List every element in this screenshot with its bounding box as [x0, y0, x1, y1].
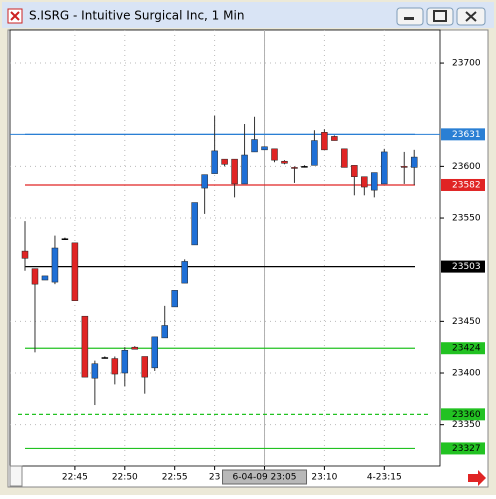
candle-body — [51, 247, 59, 283]
candle-body — [351, 165, 358, 177]
candle-body — [301, 166, 308, 168]
candle-body — [321, 132, 328, 151]
price-label-bg — [441, 342, 485, 355]
crosshair-label-bg — [222, 469, 308, 485]
candle-body — [231, 158, 238, 185]
y-tick-label: 23400 — [452, 369, 481, 379]
candle-body — [241, 154, 248, 185]
scroll-arrow[interactable] — [468, 470, 486, 486]
y-tick-label: 23700 — [452, 59, 481, 69]
candle-body — [111, 358, 119, 375]
candle-body — [271, 148, 278, 161]
candle-body — [131, 346, 139, 350]
candle-body — [61, 238, 69, 240]
candle-body — [341, 148, 348, 168]
candle-body — [281, 160, 288, 164]
candle-body — [291, 167, 298, 169]
candle-body — [191, 202, 198, 246]
candle-body — [71, 242, 79, 301]
candle-body — [251, 139, 258, 153]
x-tick-label: 23 — [209, 473, 220, 483]
x-tick-label: 4-23:15 — [367, 473, 402, 483]
candle-body — [91, 363, 99, 379]
price-label-bg — [441, 408, 485, 421]
candle-body — [101, 357, 109, 359]
price-label-bg — [441, 442, 485, 455]
app-icon-glyph — [10, 11, 20, 21]
candle-body — [381, 151, 388, 185]
price-label: 23327 — [452, 444, 481, 454]
candle-body — [261, 146, 268, 151]
candle-body — [371, 172, 378, 191]
candle-body — [121, 350, 129, 374]
x-tick-label: 23:10 — [311, 473, 337, 483]
candle-body — [41, 275, 49, 281]
y-tick-label: 23550 — [452, 214, 481, 224]
candle-body — [311, 140, 318, 166]
price-label-bg — [441, 128, 485, 141]
close-glyph — [465, 11, 477, 22]
window-title: S.ISRG - Intuitive Surgical Inc, 1 Min — [29, 9, 244, 23]
minimize-button[interactable] — [396, 7, 424, 26]
price-label: 23424 — [452, 344, 481, 354]
x-tick-label: 22:50 — [112, 473, 138, 483]
candle-body — [171, 290, 178, 308]
candle-body — [21, 250, 29, 259]
candle-body — [31, 268, 39, 285]
candle-body — [361, 176, 368, 188]
maximize-glyph — [433, 10, 447, 22]
price-label: 23582 — [452, 180, 481, 190]
corner-box[interactable] — [9, 465, 23, 487]
candle-body — [161, 325, 168, 339]
y-tick-label: 23350 — [452, 420, 481, 430]
candle-body — [211, 150, 218, 174]
x-tick-label: 22:55 — [162, 473, 188, 483]
candle-body — [400, 166, 408, 168]
candle-body — [201, 174, 208, 189]
minimize-glyph — [404, 17, 414, 20]
candle-body — [81, 315, 89, 378]
price-label-bg — [441, 178, 485, 191]
price-label: 23631 — [452, 130, 481, 140]
candle-body — [221, 158, 228, 165]
price-label-bg — [441, 260, 485, 273]
x-tick-label: 6-04-09 23:05 — [233, 473, 297, 483]
x-tick-label: 22:45 — [62, 473, 88, 483]
y-tick-label: 23450 — [452, 317, 481, 327]
candle-body — [331, 136, 338, 141]
candle-body — [181, 261, 188, 284]
candle-body — [410, 156, 418, 168]
y-tick-label: 23600 — [452, 162, 481, 172]
plot-area — [9, 29, 441, 467]
price-label: 23503 — [452, 262, 481, 272]
candle-body — [141, 356, 149, 378]
price-label: 23360 — [452, 410, 481, 420]
candle-body — [151, 336, 158, 369]
